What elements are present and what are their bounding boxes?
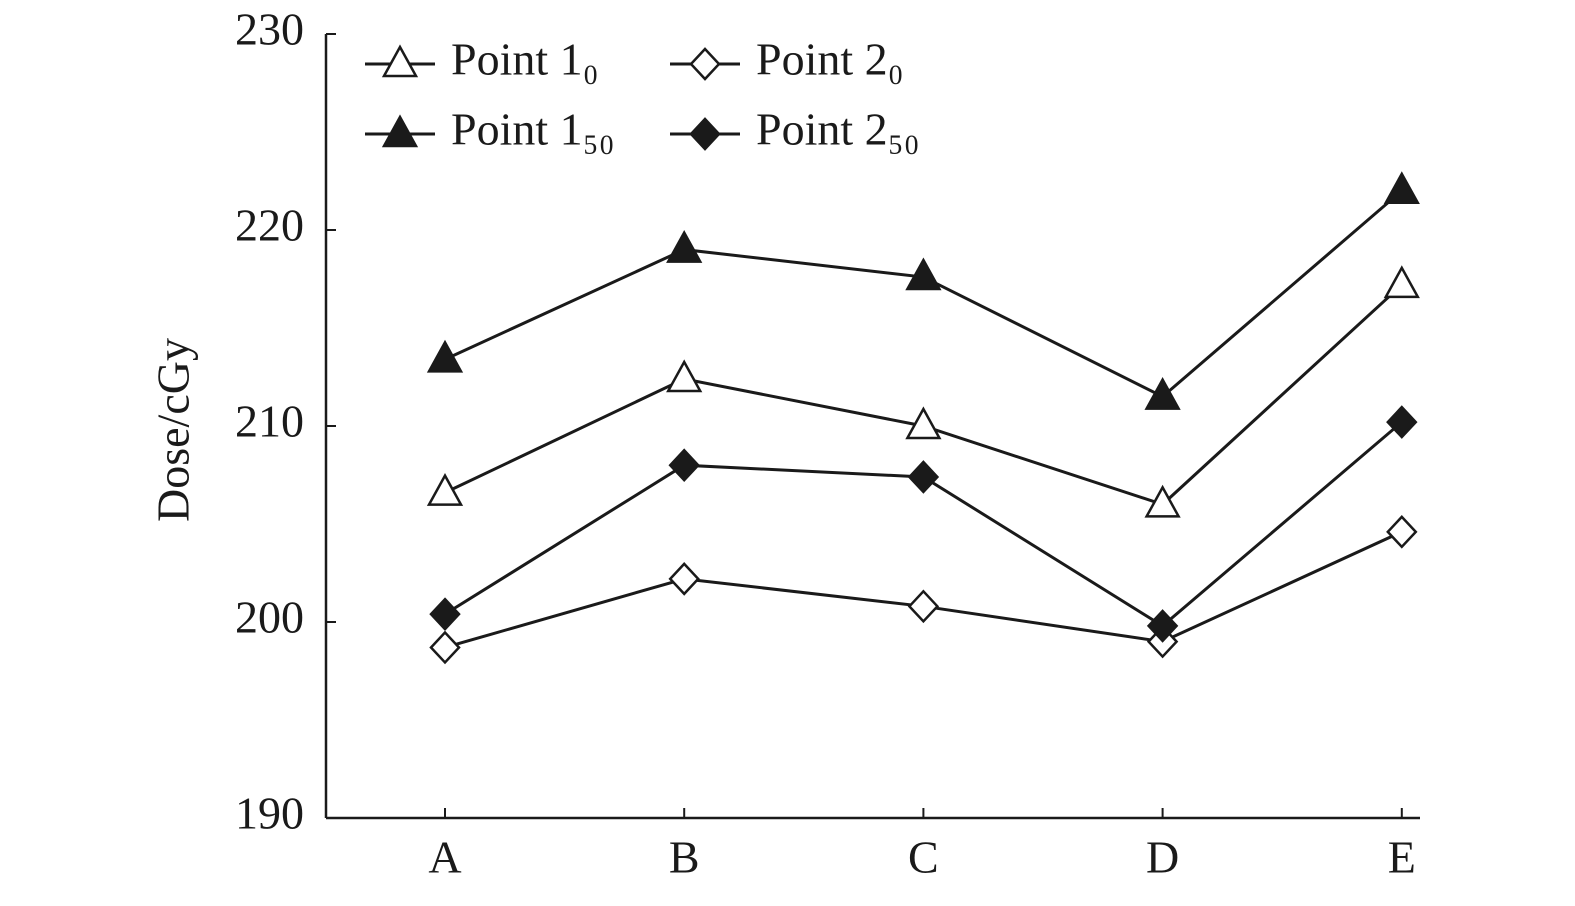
series-line xyxy=(444,189,1403,399)
x-tick-label: B xyxy=(669,832,700,883)
x-tick-label: E xyxy=(1388,832,1416,883)
data-point xyxy=(1386,405,1418,439)
data-point xyxy=(429,630,461,665)
data-point xyxy=(668,448,700,483)
data-point xyxy=(668,562,700,596)
legend-label: Point 2₀ xyxy=(756,34,904,85)
x-tick-label: C xyxy=(908,832,939,883)
x-tick-label: D xyxy=(1146,832,1179,883)
data-point xyxy=(905,406,942,440)
data-point xyxy=(1146,609,1179,643)
data-point xyxy=(907,460,940,494)
y-tick-label: 190 xyxy=(235,788,304,839)
data-point xyxy=(429,597,461,631)
legend-marker xyxy=(381,44,419,78)
legend-label: Point 2₅₀ xyxy=(756,104,920,155)
x-tick-label: A xyxy=(428,832,461,883)
data-point xyxy=(666,359,703,393)
data-point xyxy=(1383,265,1420,299)
data-point xyxy=(666,230,703,263)
data-point xyxy=(426,339,464,373)
data-point xyxy=(1383,171,1420,205)
y-tick-label: 200 xyxy=(235,592,304,643)
data-point xyxy=(1144,377,1181,410)
y-tick-label: 210 xyxy=(235,396,304,447)
legend-label: Point 1₀ xyxy=(451,34,599,85)
legend-marker xyxy=(689,117,721,151)
data-point xyxy=(1144,484,1181,518)
y-tick-label: 220 xyxy=(235,200,304,251)
legend-marker xyxy=(689,47,721,81)
y-tick-label: 230 xyxy=(235,4,304,55)
data-point xyxy=(426,473,464,506)
legend-marker xyxy=(381,114,419,148)
legend-label: Point 1₅₀ xyxy=(451,104,615,155)
y-axis-label: Dose/cGy xyxy=(148,338,199,522)
data-point xyxy=(1386,515,1418,549)
data-point xyxy=(905,257,942,291)
data-point xyxy=(907,589,940,624)
